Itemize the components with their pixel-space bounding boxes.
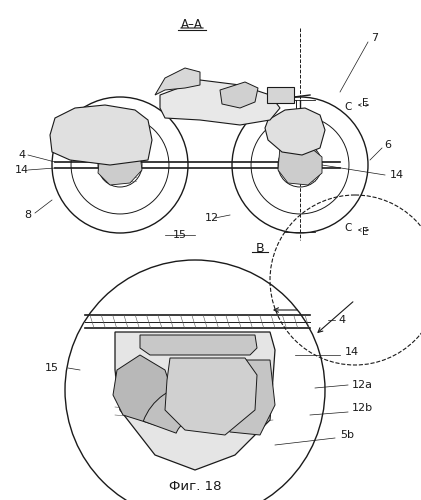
Text: 14: 14: [345, 347, 359, 357]
Wedge shape: [143, 385, 247, 433]
FancyBboxPatch shape: [5, 15, 395, 250]
Polygon shape: [220, 360, 275, 435]
Text: 5b: 5b: [340, 430, 354, 440]
Text: C: C: [344, 223, 352, 233]
Text: 6: 6: [384, 140, 392, 150]
Text: 14: 14: [15, 165, 29, 175]
Text: 8: 8: [24, 210, 32, 220]
Text: 4: 4: [19, 150, 26, 160]
Text: Фиг. 18: Фиг. 18: [169, 480, 221, 492]
Polygon shape: [140, 335, 257, 355]
Text: А–А: А–А: [181, 18, 203, 32]
Text: C: C: [344, 102, 352, 112]
Polygon shape: [98, 143, 142, 185]
Polygon shape: [278, 143, 322, 185]
Text: 12a: 12a: [352, 380, 373, 390]
Text: E: E: [362, 227, 368, 237]
Polygon shape: [115, 332, 275, 470]
Polygon shape: [160, 80, 280, 125]
Text: 15: 15: [173, 230, 187, 240]
Text: 7: 7: [371, 33, 378, 43]
Polygon shape: [165, 358, 257, 435]
Text: 14: 14: [390, 170, 404, 180]
FancyBboxPatch shape: [267, 87, 294, 103]
Text: 12b: 12b: [352, 403, 373, 413]
Polygon shape: [265, 108, 325, 155]
Text: 12: 12: [205, 213, 219, 223]
Polygon shape: [50, 105, 152, 165]
Text: 4: 4: [338, 315, 346, 325]
Polygon shape: [113, 355, 175, 425]
Polygon shape: [220, 82, 258, 108]
Polygon shape: [155, 68, 200, 95]
Text: E: E: [362, 98, 368, 108]
Text: В: В: [256, 242, 264, 254]
Text: 15: 15: [45, 363, 59, 373]
